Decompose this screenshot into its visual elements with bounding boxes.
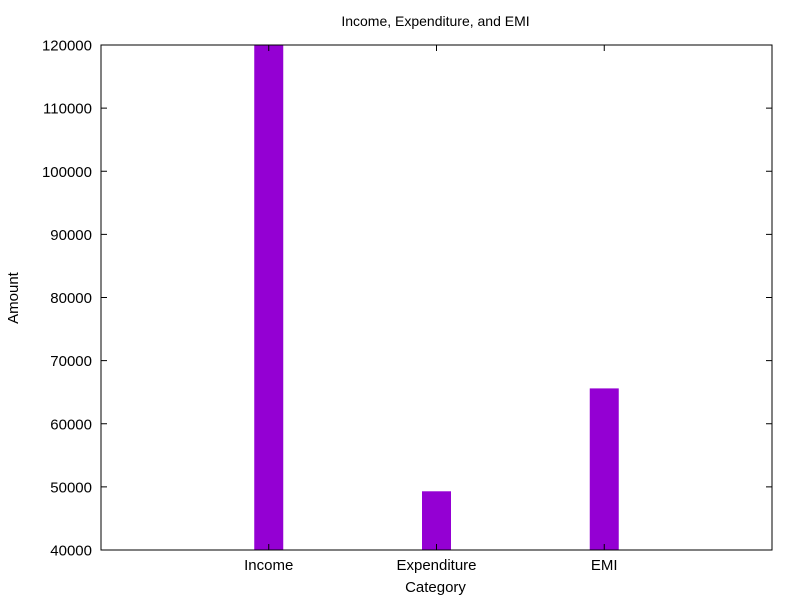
y-axis-label: Amount [5,271,22,324]
x-tick-label: Income [244,557,293,574]
x-tick-label: Expenditure [396,557,476,574]
y-tick-label: 90000 [50,227,92,244]
y-tick-label: 80000 [50,290,92,307]
chart-title: Income, Expenditure, and EMI [341,13,529,29]
y-tick-label: 70000 [50,353,92,370]
y-tick-label: 40000 [50,543,92,560]
bar-emi [589,388,619,550]
ticks-layer: 40000 50000 60000 70000 80000 90000 100000 1100… [42,38,772,574]
y-tick-label: 120000 [42,38,92,55]
bar-income [254,45,284,550]
y-tick-label: 50000 [50,479,92,496]
x-axis-label: Category [405,579,466,596]
bar-expenditure [422,491,451,550]
x-tick-label: EMI [591,557,618,574]
y-tick-label: 100000 [42,164,92,181]
y-tick-label: 110000 [43,101,92,118]
bars-layer [254,45,619,550]
y-tick-label: 60000 [50,416,92,433]
plot-frame [100,44,773,551]
